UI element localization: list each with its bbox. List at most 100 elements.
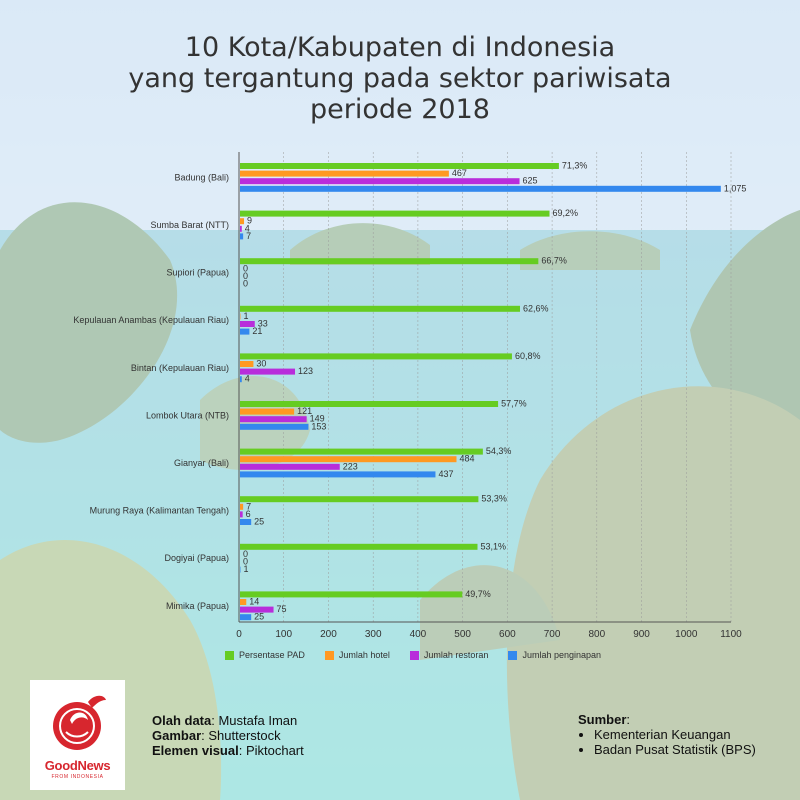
bar-pad <box>240 543 478 550</box>
data-label-hotel: 0 <box>243 263 248 273</box>
bar-penginapan <box>240 423 309 430</box>
bar-hotel <box>240 170 449 177</box>
bar-restoran <box>240 463 340 470</box>
x-tick-label: 0 <box>236 629 242 640</box>
bar-hotel <box>240 503 244 510</box>
chart-legend: Persentase PAD Jumlah hotel Jumlah resto… <box>225 650 601 660</box>
x-tick-label: 1100 <box>720 629 742 640</box>
data-label-hotel: 0 <box>243 549 248 559</box>
x-tick-label: 800 <box>588 629 605 640</box>
data-label-pad: 62,6% <box>523 303 549 313</box>
garuda-emblem-icon <box>53 695 106 750</box>
bar-restoran <box>240 416 307 423</box>
data-label-hotel: 14 <box>249 597 259 607</box>
bar-hotel <box>240 456 457 463</box>
legend-swatch-pad <box>225 650 234 660</box>
credit-visual: Elemen visual: Piktochart <box>152 743 304 758</box>
data-label-hotel: 7 <box>246 501 251 511</box>
goodnews-logo: GoodNews FROM INDONESIA <box>30 680 125 790</box>
data-label-pad: 54,3% <box>486 446 512 456</box>
data-label-restoran: 6 <box>246 509 251 519</box>
legend-label-pad: Persentase PAD <box>239 650 305 660</box>
x-tick-label: 300 <box>365 629 382 640</box>
legend-swatch-hotel <box>324 650 334 660</box>
title-line-2: yang tergantung pada sektor pariwisata <box>128 63 672 94</box>
x-tick-label: 1000 <box>675 629 698 640</box>
data-label-pad: 49,7% <box>465 589 491 599</box>
logo-brand-text: GoodNews <box>44 758 111 773</box>
bar-penginapan <box>240 471 436 478</box>
legend-item-penginapan: Jumlah penginapan <box>508 650 601 660</box>
data-label-penginapan: 21 <box>252 326 262 336</box>
data-label-pad: 53,1% <box>481 541 507 551</box>
credit-data: Olah data: Mustafa Iman <box>152 713 298 728</box>
data-label-penginapan: 437 <box>438 469 453 479</box>
legend-swatch-restoran <box>409 650 419 660</box>
data-label-penginapan: 7 <box>246 231 251 241</box>
data-label-hotel: 9 <box>247 216 252 226</box>
category-label: Supiori (Papua) <box>166 268 229 278</box>
source-item-2: Badan Pusat Statistik (BPS) <box>594 742 756 757</box>
chart-title: 10 Kota/Kabupaten di Indonesia yang terg… <box>60 32 740 125</box>
data-label-pad: 53,3% <box>481 494 507 504</box>
data-label-hotel: 484 <box>459 454 474 464</box>
legend-label-restoran: Jumlah restoran <box>423 650 489 660</box>
bar-penginapan <box>240 185 721 192</box>
category-label: Mimika (Papua) <box>166 601 229 611</box>
bar-penginapan <box>240 519 252 525</box>
data-label-restoran: 4 <box>245 223 250 233</box>
category-label: Gianyar (Bali) <box>174 458 229 468</box>
source-list: Kementerian Keuangan Badan Pusat Statist… <box>578 727 756 757</box>
data-label-restoran: 0 <box>243 271 248 281</box>
data-label-penginapan: 25 <box>254 612 264 622</box>
category-label: Murung Raya (Kalimantan Tengah) <box>90 506 229 516</box>
bar-penginapan <box>240 233 244 240</box>
x-tick-label: 900 <box>633 629 650 640</box>
category-label: Sumba Barat (NTT) <box>150 220 229 230</box>
x-tick-label: 500 <box>454 629 471 640</box>
data-label-restoran: 33 <box>258 319 268 329</box>
bar-pad <box>240 401 499 407</box>
x-tick-label: 700 <box>544 629 561 640</box>
data-label-penginapan: 0 <box>243 279 248 289</box>
category-label: Lombok Utara (NTB) <box>146 410 229 420</box>
data-label-hotel: 1 <box>243 311 248 321</box>
bar-restoran <box>240 606 274 613</box>
bar-hotel <box>240 599 247 605</box>
bar-penginapan <box>240 328 250 335</box>
x-tick-label: 200 <box>320 629 337 640</box>
data-label-restoran: 625 <box>523 176 538 186</box>
bar-penginapan <box>240 376 242 383</box>
legend-label-penginapan: Jumlah penginapan <box>522 650 601 660</box>
data-label-penginapan: 1 <box>243 564 248 574</box>
data-label-restoran: 223 <box>343 461 358 471</box>
x-tick-label: 600 <box>499 629 516 640</box>
data-label-hotel: 30 <box>256 359 266 369</box>
data-label-pad: 69,2% <box>553 208 579 218</box>
x-tick-label: 400 <box>410 629 427 640</box>
bar-penginapan <box>240 614 252 621</box>
source-box: Sumber: Kementerian Keuangan Badan Pusat… <box>578 712 756 757</box>
data-label-restoran: 0 <box>243 557 248 567</box>
category-label: Dogiyai (Papua) <box>164 553 229 563</box>
bar-pad <box>240 353 512 360</box>
data-label-penginapan: 153 <box>311 421 326 431</box>
credit-image: Gambar: Shutterstock <box>152 728 281 743</box>
data-label-pad: 57,7% <box>501 399 527 409</box>
bar-pad <box>240 210 550 217</box>
legend-label-hotel: Jumlah hotel <box>338 650 390 660</box>
bar-pad <box>240 591 463 598</box>
source-item-1: Kementerian Keuangan <box>594 727 756 742</box>
bar-pad <box>240 448 483 455</box>
category-label: Kepulauan Anambas (Kepulauan Riau) <box>73 315 229 325</box>
bar-pad <box>240 163 559 169</box>
data-label-pad: 66,7% <box>541 256 567 266</box>
x-tick-label: 100 <box>275 629 292 640</box>
legend-item-pad: Persentase PAD <box>225 650 305 660</box>
bar-restoran <box>240 225 242 232</box>
data-label-hotel: 121 <box>297 406 312 416</box>
bar-pad <box>240 305 520 312</box>
data-label-pad: 60,8% <box>515 351 541 361</box>
